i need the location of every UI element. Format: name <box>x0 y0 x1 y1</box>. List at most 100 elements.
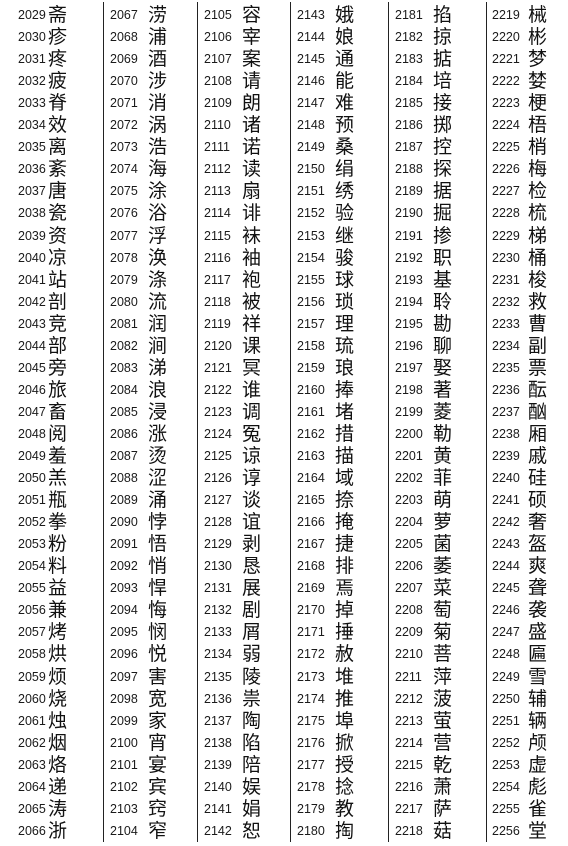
entry-number: 2165 <box>297 493 325 508</box>
character-entry: 2168 排 <box>297 555 354 577</box>
entry-character: 粉 <box>48 533 68 556</box>
entry-character: 烘 <box>48 643 68 666</box>
entry-character: 能 <box>335 70 355 93</box>
entry-number: 2098 <box>110 691 138 706</box>
character-entry: 2053 粉 <box>18 533 67 555</box>
entry-character: 菠 <box>433 687 453 710</box>
entry-number: 2243 <box>492 537 520 552</box>
entry-number: 2106 <box>204 30 232 45</box>
character-entry: 2214 营 <box>395 732 452 754</box>
entry-character: 诽 <box>242 202 262 225</box>
entry-character: 剖 <box>48 290 68 313</box>
entry-character: 兼 <box>48 599 68 622</box>
character-entry: 2226 梅 <box>492 158 547 180</box>
character-entry: 2195 勘 <box>395 313 452 335</box>
character-entry: 2224 梧 <box>492 114 547 136</box>
entry-number: 2153 <box>297 228 325 243</box>
entry-character: 验 <box>335 202 355 225</box>
entry-character: 浪 <box>148 378 168 401</box>
entry-number: 2191 <box>395 228 423 243</box>
character-entry: 2119 祥 <box>204 313 261 335</box>
entry-character: 涡 <box>148 114 168 137</box>
entry-number: 2129 <box>204 537 232 552</box>
entry-number: 2156 <box>297 294 325 309</box>
character-entry: 2171 捶 <box>297 621 354 643</box>
entry-number: 2125 <box>204 449 232 463</box>
entry-character: 羞 <box>48 445 68 467</box>
entry-character: 票 <box>528 356 548 379</box>
character-entry: 2172 赦 <box>297 643 354 665</box>
entry-number: 2227 <box>492 184 520 199</box>
entry-number: 2174 <box>297 691 325 706</box>
character-entry: 2061 烛 <box>18 710 67 732</box>
column-2: 2067 涝 2068 浦 2069 酒 2070 涉 2071 消 2072 涡 2073 浩 2074 海… <box>110 4 190 842</box>
entry-number: 2101 <box>110 757 138 772</box>
entry-character: 悦 <box>148 643 168 666</box>
entry-number: 2182 <box>395 30 423 45</box>
character-entry: 2047 畜 <box>18 401 67 423</box>
entry-number: 2143 <box>297 8 325 22</box>
entry-character: 畜 <box>48 400 68 423</box>
character-entry: 2223 梗 <box>492 92 547 114</box>
entry-character: 请 <box>242 70 262 93</box>
entry-number: 2253 <box>492 757 520 772</box>
character-entry: 2089 涌 <box>110 489 167 511</box>
character-entry: 2182 掠 <box>395 26 452 48</box>
character-entry: 2235 票 <box>492 357 547 379</box>
character-entry: 2123 调 <box>204 401 261 423</box>
entry-character: 硅 <box>528 467 548 490</box>
entry-number: 2211 <box>395 669 422 684</box>
character-entry: 2249 雪 <box>492 666 547 688</box>
character-entry: 2042 剖 <box>18 291 67 313</box>
entry-character: 烧 <box>48 687 68 710</box>
character-entry: 2247 盛 <box>492 621 547 643</box>
entry-character: 菩 <box>433 643 453 666</box>
entry-character: 旁 <box>48 356 68 379</box>
entry-number: 2093 <box>110 581 138 596</box>
entry-character: 紊 <box>48 158 68 181</box>
entry-character: 梗 <box>528 92 548 115</box>
character-entry: 2194 聆 <box>395 291 452 313</box>
entry-number: 2150 <box>297 162 325 177</box>
entry-number: 2114 <box>204 206 231 221</box>
character-entry: 2156 琐 <box>297 291 354 313</box>
character-entry: 2063 烙 <box>18 754 67 776</box>
entry-number: 2091 <box>110 537 138 552</box>
entry-character: 掂 <box>433 48 453 71</box>
character-entry: 2177 授 <box>297 754 354 776</box>
entry-number: 2242 <box>492 515 520 530</box>
entry-number: 2061 <box>18 713 46 728</box>
character-entry: 2222 婪 <box>492 70 547 92</box>
entry-character: 营 <box>433 731 453 754</box>
character-entry: 2242 奢 <box>492 511 547 533</box>
character-entry: 2059 烦 <box>18 666 67 688</box>
entry-number: 2220 <box>492 30 520 45</box>
entry-character: 排 <box>335 555 355 578</box>
entry-number: 2224 <box>492 118 520 133</box>
entry-character: 械 <box>528 4 548 26</box>
entry-character: 酗 <box>528 400 548 423</box>
entry-number: 2197 <box>395 360 423 375</box>
entry-number: 2162 <box>297 426 325 441</box>
character-entry: 2176 掀 <box>297 732 354 754</box>
character-entry: 2114 诽 <box>204 202 261 224</box>
character-entry: 2035 离 <box>18 136 67 158</box>
entry-character: 朗 <box>242 92 262 115</box>
entry-character: 捺 <box>335 489 355 512</box>
entry-number: 2233 <box>492 316 520 331</box>
character-entry: 2081 润 <box>110 313 167 335</box>
entry-number: 2202 <box>395 471 423 486</box>
entry-number: 2075 <box>110 184 138 199</box>
character-entry: 2039 资 <box>18 225 67 247</box>
entry-number: 2079 <box>110 272 138 287</box>
character-entry: 2241 硕 <box>492 489 547 511</box>
character-entry: 2052 拳 <box>18 511 67 533</box>
entry-number: 2102 <box>110 779 138 794</box>
character-entry: 2154 骏 <box>297 247 354 269</box>
entry-character: 谆 <box>242 467 262 490</box>
entry-character: 恕 <box>242 819 262 842</box>
character-entry: 2044 部 <box>18 335 67 357</box>
character-entry: 2215 乾 <box>395 754 452 776</box>
character-entry: 2190 掘 <box>395 202 452 224</box>
entry-character: 梦 <box>528 48 548 71</box>
